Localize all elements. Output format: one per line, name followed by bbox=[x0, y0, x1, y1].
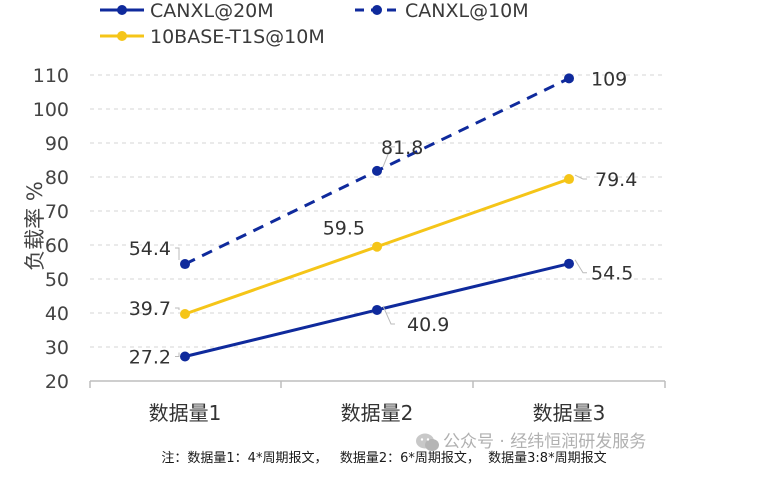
y-tick-label: 20 bbox=[45, 371, 69, 393]
legend-swatch-marker bbox=[117, 5, 127, 15]
x-tick-label: 数据量3 bbox=[533, 401, 606, 425]
leader-line bbox=[175, 352, 180, 358]
x-tick-label: 数据量2 bbox=[341, 401, 414, 425]
data-point bbox=[372, 241, 382, 252]
data-labels: 27.2 40.9 54.5 54.4 81.8 109 39.7 59.5 79.4 bbox=[129, 68, 638, 368]
y-tick-label: 80 bbox=[45, 167, 69, 189]
legend-item-0: CANXL@20M bbox=[100, 0, 274, 22]
y-tick-label: 100 bbox=[33, 99, 69, 121]
legend-label: CANXL@10M bbox=[405, 0, 529, 22]
data-label: 79.4 bbox=[595, 169, 637, 191]
legend-label: CANXL@20M bbox=[150, 0, 274, 22]
data-label: 54.5 bbox=[591, 263, 633, 285]
series-layer bbox=[180, 73, 574, 362]
data-point bbox=[372, 304, 382, 315]
footnote: 注：数据量1：4*周期报文， 数据量2：6*周期报文， 数据量3:8*周期报文 bbox=[161, 451, 606, 466]
y-tick-label: 30 bbox=[45, 337, 69, 359]
data-label: 59.5 bbox=[323, 218, 365, 240]
data-label: 81.8 bbox=[381, 137, 423, 159]
legend: CANXL@20M CANXL@10M 10BASE-T1S@10M bbox=[100, 0, 529, 48]
legend-item-2: 10BASE-T1S@10M bbox=[100, 26, 325, 48]
x-tick-label: 数据量1 bbox=[149, 401, 222, 425]
leader-line bbox=[574, 259, 587, 274]
data-point bbox=[180, 259, 190, 270]
leader-line bbox=[382, 146, 395, 168]
leader-line bbox=[175, 307, 180, 311]
y-axis-label: 负载率 % bbox=[23, 181, 47, 271]
y-tick-label: 110 bbox=[33, 65, 69, 87]
leader-line bbox=[574, 174, 587, 180]
data-label: 40.9 bbox=[407, 314, 449, 336]
data-point bbox=[372, 165, 382, 176]
data-point bbox=[564, 174, 574, 185]
data-point bbox=[564, 258, 574, 269]
legend-label: 10BASE-T1S@10M bbox=[150, 26, 325, 48]
y-tick-label: 40 bbox=[45, 303, 69, 325]
legend-swatch-marker bbox=[372, 5, 382, 15]
legend-item-1: CANXL@10M bbox=[355, 0, 529, 22]
y-tick-label: 60 bbox=[45, 235, 69, 257]
watermark: 公众号 · 经纬恒润研发服务 bbox=[443, 432, 646, 452]
data-point bbox=[180, 309, 190, 320]
data-label: 27.2 bbox=[129, 347, 171, 369]
wechat-icon bbox=[416, 433, 439, 451]
data-point bbox=[564, 73, 574, 84]
axes: 20 30 40 50 60 70 80 90 100 110 数据量1 数据量2 数据量3 bbox=[33, 65, 666, 425]
data-label: 39.7 bbox=[129, 298, 171, 320]
leader-line bbox=[382, 305, 395, 325]
y-tick-label: 50 bbox=[45, 269, 69, 291]
y-tick-label: 70 bbox=[45, 201, 69, 223]
data-label: 54.4 bbox=[129, 238, 171, 260]
leader-line bbox=[175, 247, 180, 261]
data-point bbox=[180, 351, 190, 362]
y-tick-label: 90 bbox=[45, 133, 69, 155]
data-label: 109 bbox=[591, 68, 627, 90]
legend-swatch-marker bbox=[117, 31, 127, 41]
